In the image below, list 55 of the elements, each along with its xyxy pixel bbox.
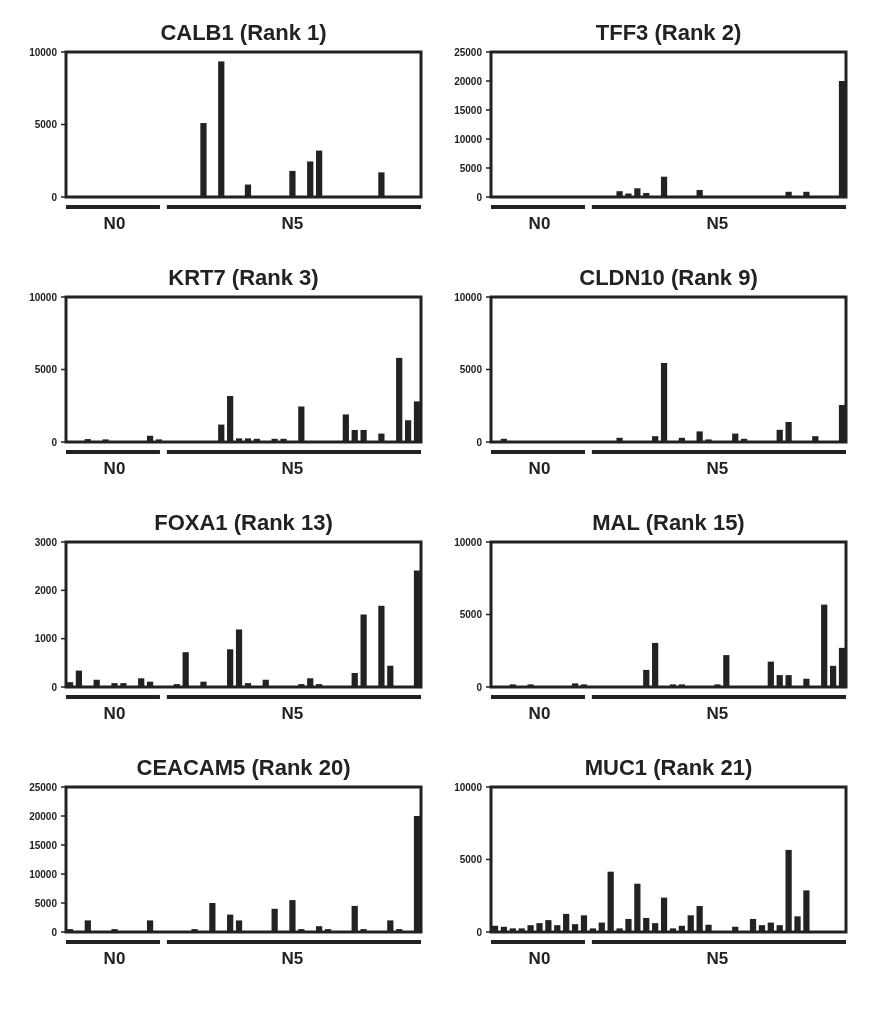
y-tick-label: 20000 <box>29 810 58 822</box>
x-tick-label: N0 <box>528 949 551 968</box>
y-tick-label: 10000 <box>29 46 58 58</box>
y-tick-label: 10000 <box>29 868 58 880</box>
x-tick-label: N0 <box>103 704 126 723</box>
y-tick-label: 2000 <box>34 584 58 596</box>
x-tick-label: N5 <box>706 704 729 723</box>
x-tick-label: N0 <box>103 214 126 233</box>
y-tick-label: 0 <box>51 191 58 203</box>
y-tick-label: 5000 <box>34 897 58 909</box>
chart-title: MUC1 (Rank 21) <box>584 755 753 780</box>
y-tick-label: 20000 <box>454 75 483 87</box>
x-tick-label: N5 <box>706 459 729 478</box>
x-tick-label: N5 <box>281 704 304 723</box>
x-tick-label: N0 <box>528 214 551 233</box>
chart-title: KRT7 (Rank 3) <box>168 265 319 290</box>
x-tick-label: N0 <box>528 704 551 723</box>
y-tick-label: 3000 <box>34 536 58 548</box>
y-tick-label: 5000 <box>459 162 483 174</box>
chart-title: CALB1 (Rank 1) <box>160 20 327 45</box>
y-tick-label: 5000 <box>459 364 483 375</box>
y-tick-label: 10000 <box>454 781 483 793</box>
y-tick-label: 15000 <box>29 839 58 851</box>
y-tick-label: 5000 <box>34 119 58 130</box>
chart-title: FOXA1 (Rank 13) <box>154 510 333 535</box>
y-tick-label: 5000 <box>459 854 483 865</box>
y-tick-label: 5000 <box>459 609 483 620</box>
y-tick-label: 0 <box>476 191 483 203</box>
x-tick-label: N5 <box>706 214 729 233</box>
y-tick-label: 10000 <box>454 291 483 303</box>
y-tick-label: 1000 <box>34 633 58 645</box>
chart-title: CEACAM5 (Rank 20) <box>136 755 351 780</box>
chart-title: TFF3 (Rank 2) <box>595 20 742 45</box>
chart-title: CLDN10 (Rank 9) <box>579 265 758 290</box>
y-tick-label: 25000 <box>454 46 483 58</box>
y-tick-label: 25000 <box>29 781 58 793</box>
x-tick-label: N0 <box>103 949 126 968</box>
y-tick-label: 0 <box>476 681 483 693</box>
x-tick-label: N5 <box>281 214 304 233</box>
y-tick-label: 0 <box>476 926 483 938</box>
y-tick-label: 10000 <box>454 536 483 548</box>
y-tick-label: 15000 <box>454 104 483 116</box>
y-tick-label: 5000 <box>34 364 58 375</box>
x-tick-label: N0 <box>103 459 126 478</box>
chart-title: MAL (Rank 15) <box>592 510 745 535</box>
y-tick-label: 0 <box>51 926 58 938</box>
y-tick-label: 10000 <box>454 133 483 145</box>
x-tick-label: N0 <box>528 459 551 478</box>
y-tick-label: 0 <box>476 436 483 448</box>
x-tick-label: N5 <box>706 949 729 968</box>
x-tick-label: N5 <box>281 459 304 478</box>
y-tick-label: 0 <box>51 436 58 448</box>
y-tick-label: 10000 <box>29 291 58 303</box>
y-tick-label: 0 <box>51 681 58 693</box>
x-tick-label: N5 <box>281 949 304 968</box>
